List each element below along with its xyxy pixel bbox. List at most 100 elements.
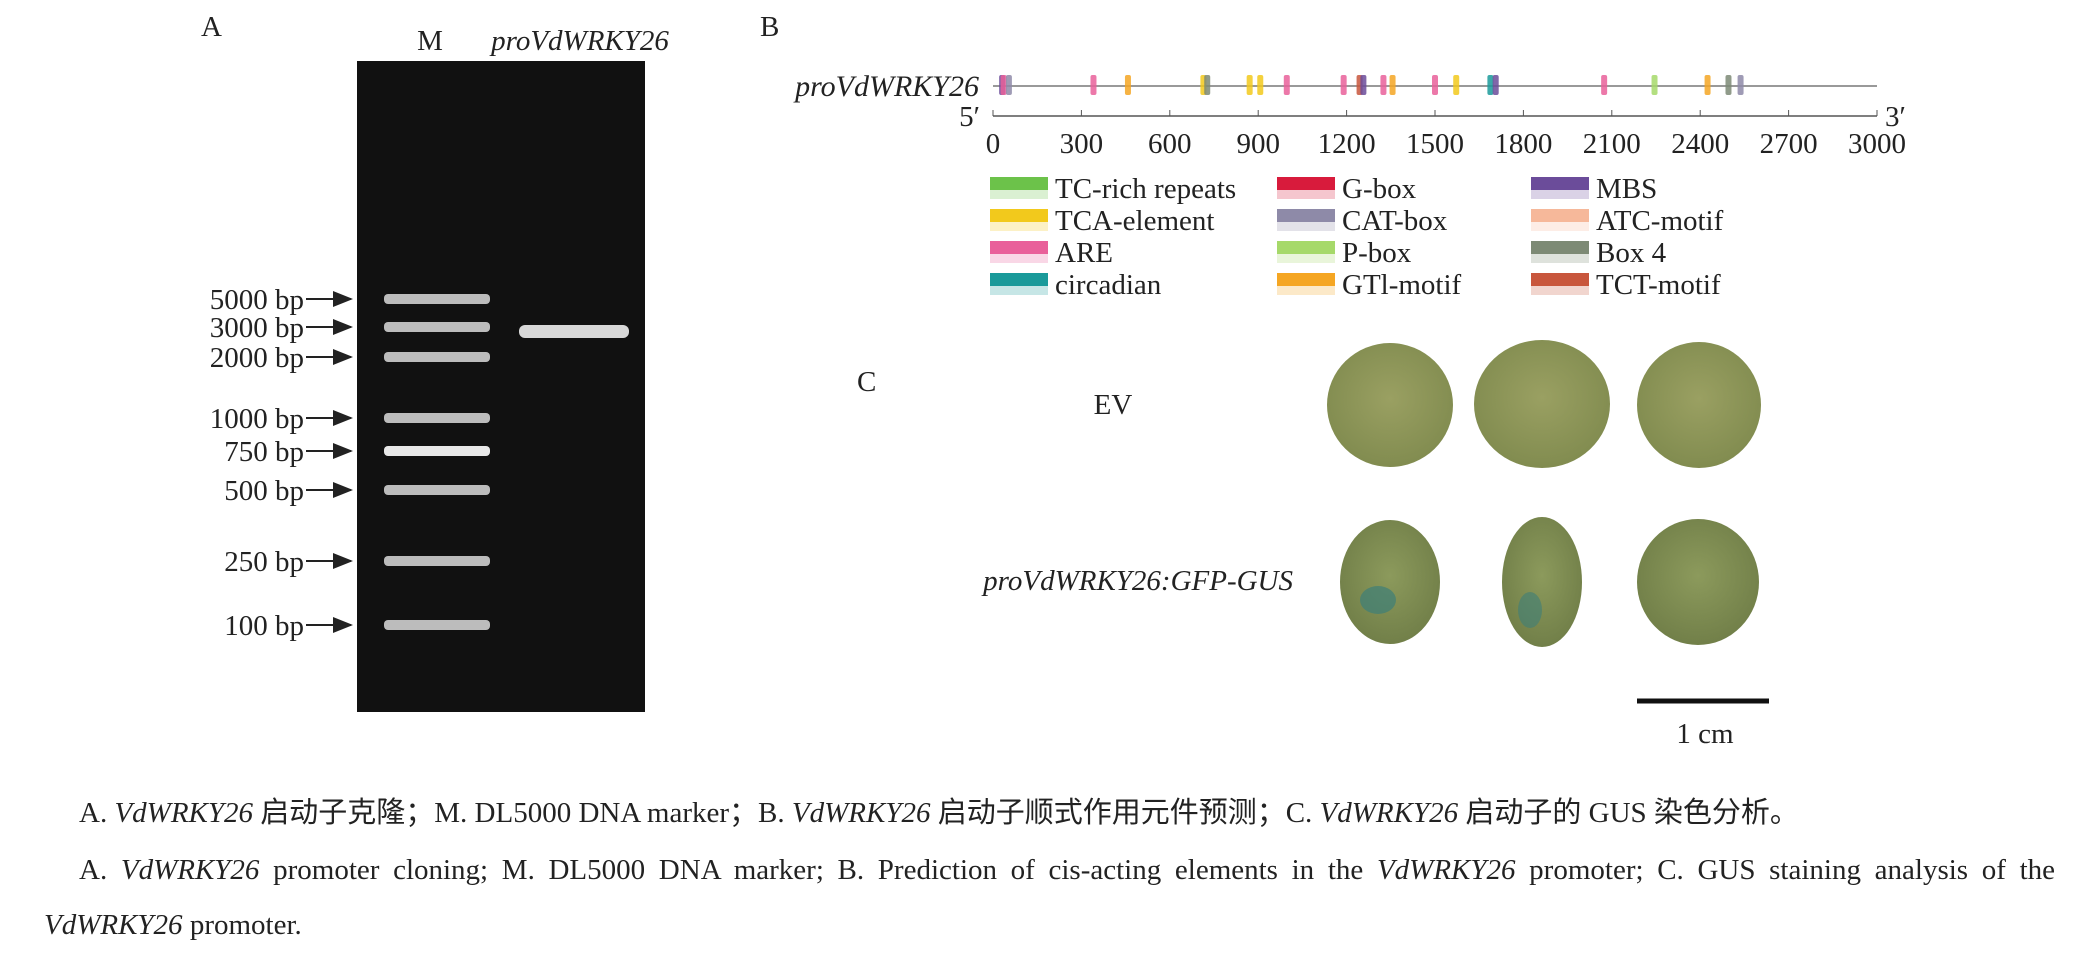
- legend-label: ARE: [1055, 237, 1113, 269]
- ladder-band: [384, 352, 490, 362]
- sample-band: [519, 325, 629, 338]
- element-mark: [1725, 75, 1732, 95]
- legend-label: ATC-motif: [1596, 205, 1724, 237]
- legend-swatch-fade: [990, 286, 1048, 295]
- row-label: proVdWRKY26:GFP-GUS: [981, 565, 1293, 597]
- ladder-label: 750 bp: [224, 436, 304, 468]
- legend-swatch: [1531, 177, 1589, 190]
- lane-label: proVdWRKY26: [489, 25, 669, 57]
- caption-text: 启动子克隆；M. DL5000 DNA marker；B.: [253, 797, 792, 829]
- lane-label: M: [417, 25, 443, 57]
- ladder-label: 250 bp: [224, 546, 304, 578]
- legend-swatch-fade: [1531, 222, 1589, 231]
- legend-label: TCT-motif: [1596, 269, 1721, 301]
- ladder-band: [384, 485, 490, 495]
- element-mark: [1000, 75, 1007, 95]
- x-tick-label: 1500: [1406, 128, 1464, 160]
- three-prime: 3′: [1885, 101, 1906, 133]
- legend-swatch-fade: [990, 254, 1048, 263]
- element-mark: [1246, 75, 1253, 95]
- legend-label: GTl-motif: [1342, 269, 1462, 301]
- gene-label: proVdWRKY26: [793, 70, 979, 103]
- x-tick-label: 0: [986, 128, 1001, 160]
- ladder-band: [384, 322, 490, 332]
- x-tick-label: 1800: [1494, 128, 1552, 160]
- element-mark: [1380, 75, 1387, 95]
- legend-swatch-fade: [1531, 286, 1589, 295]
- legend-label: TC-rich repeats: [1055, 173, 1236, 205]
- x-tick-label: 3000: [1848, 128, 1906, 160]
- five-prime: 5′: [959, 101, 980, 133]
- element-mark: [1432, 75, 1438, 95]
- legend-swatch-fade: [990, 222, 1048, 231]
- ladder-band: [384, 413, 490, 423]
- leaves: [1327, 340, 1761, 647]
- legend-swatch-fade: [1277, 190, 1335, 199]
- legend-swatch: [990, 273, 1048, 286]
- x-tick-label: 2100: [1583, 128, 1641, 160]
- caption-text: 启动子顺式作用元件预测；C.: [930, 797, 1320, 829]
- leaf: [1474, 340, 1610, 468]
- caption-text: VdWRKY26: [114, 797, 254, 829]
- caption-text: VdWRKY26: [791, 797, 931, 829]
- element-mark: [1124, 75, 1131, 95]
- x-tick-label: 2700: [1760, 128, 1818, 160]
- legend-swatch: [1531, 273, 1589, 286]
- ladder-band: [384, 556, 490, 566]
- x-tick-label: 1200: [1318, 128, 1376, 160]
- element-mark: [1005, 75, 1012, 95]
- element-mark: [1204, 75, 1211, 95]
- legend-swatch-fade: [1277, 254, 1335, 263]
- legend-label: circadian: [1055, 269, 1162, 301]
- element-mark: [1340, 75, 1347, 95]
- ladder-band: [384, 446, 490, 456]
- legend-swatch-fade: [1531, 190, 1589, 199]
- gel: [357, 61, 645, 712]
- element-mark: [1737, 75, 1744, 95]
- legend-label: G-box: [1342, 173, 1417, 205]
- legend-label: MBS: [1596, 173, 1657, 205]
- x-tick-label: 300: [1060, 128, 1104, 160]
- caption-text: VdWRKY26: [120, 854, 260, 886]
- leaf: [1327, 343, 1453, 467]
- ladder-label: 5000 bp: [210, 284, 304, 316]
- caption-zh: A. VdWRKY26 启动子克隆；M. DL5000 DNA marker；B…: [79, 786, 2069, 841]
- ladder-label: 3000 bp: [210, 312, 304, 344]
- element-mark: [1492, 75, 1499, 95]
- ladder-label: 500 bp: [224, 475, 304, 507]
- legend-label: Box 4: [1596, 237, 1667, 269]
- gus-stain: [1518, 592, 1542, 628]
- caption-text: VdWRKY26: [1319, 797, 1459, 829]
- element-mark: [1704, 75, 1711, 95]
- legend-swatch-fade: [990, 190, 1048, 199]
- caption-text: promoter.: [182, 909, 302, 941]
- element-mark: [1257, 75, 1264, 95]
- caption-text: 启动子的 GUS 染色分析。: [1458, 797, 1799, 829]
- gus-stain: [1360, 586, 1396, 614]
- legend-swatch: [990, 241, 1048, 254]
- panel-label: A: [201, 11, 222, 43]
- element-mark: [1360, 75, 1367, 95]
- leaf: [1637, 519, 1759, 645]
- legend-swatch: [1531, 241, 1589, 254]
- leaf: [1502, 517, 1582, 647]
- legend-swatch-fade: [1277, 222, 1335, 231]
- element-mark: [1283, 75, 1290, 95]
- legend-swatch: [1277, 209, 1335, 222]
- leaf: [1340, 520, 1440, 644]
- ladder-label: 1000 bp: [210, 403, 304, 435]
- element-mark: [1453, 75, 1460, 95]
- legend-swatch: [1277, 177, 1335, 190]
- caption-text: promoter; C. GUS staining analysis of th…: [1515, 854, 2055, 886]
- scale-label: 1 cm: [1676, 718, 1734, 750]
- caption-text: VdWRKY26: [44, 909, 183, 941]
- legend-swatch: [990, 177, 1048, 190]
- legend-label: P-box: [1342, 237, 1412, 269]
- caption-text: VdWRKY26: [1376, 854, 1516, 886]
- ladder-band: [384, 294, 490, 304]
- legend-label: TCA-element: [1055, 205, 1214, 237]
- leaf: [1637, 342, 1761, 468]
- caption-text: promoter cloning; M. DL5000 DNA marker; …: [259, 854, 1377, 886]
